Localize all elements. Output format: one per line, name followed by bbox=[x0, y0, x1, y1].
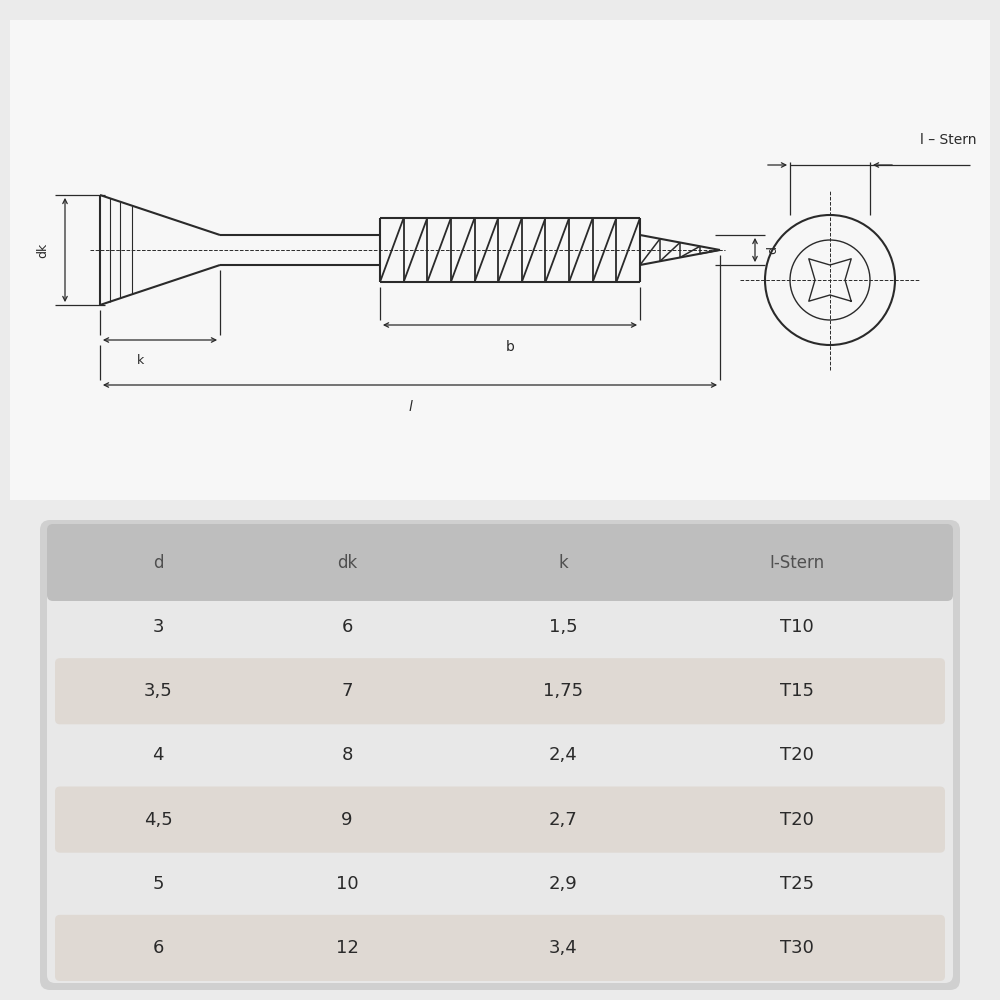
FancyBboxPatch shape bbox=[10, 20, 990, 500]
Text: T10: T10 bbox=[780, 618, 814, 636]
Text: T25: T25 bbox=[780, 875, 814, 893]
Text: T20: T20 bbox=[780, 746, 814, 764]
Text: dk: dk bbox=[337, 554, 357, 572]
Text: T20: T20 bbox=[780, 811, 814, 829]
Text: 3,5: 3,5 bbox=[144, 682, 172, 700]
Text: k: k bbox=[558, 554, 568, 572]
Text: 4,5: 4,5 bbox=[144, 811, 172, 829]
Text: 10: 10 bbox=[336, 875, 358, 893]
Text: 7: 7 bbox=[341, 682, 353, 700]
Text: 9: 9 bbox=[341, 811, 353, 829]
FancyBboxPatch shape bbox=[47, 524, 953, 601]
Text: 1,5: 1,5 bbox=[549, 618, 577, 636]
FancyBboxPatch shape bbox=[40, 520, 960, 990]
Text: 12: 12 bbox=[336, 939, 358, 957]
Text: 8: 8 bbox=[341, 746, 353, 764]
Text: b: b bbox=[506, 340, 514, 354]
Text: 1,75: 1,75 bbox=[543, 682, 583, 700]
Text: 4: 4 bbox=[152, 746, 164, 764]
Text: 2,9: 2,9 bbox=[549, 875, 577, 893]
FancyBboxPatch shape bbox=[47, 527, 953, 983]
Text: dk: dk bbox=[36, 242, 50, 258]
Text: T15: T15 bbox=[780, 682, 814, 700]
Text: 2,4: 2,4 bbox=[549, 746, 577, 764]
Text: 6: 6 bbox=[341, 618, 353, 636]
FancyBboxPatch shape bbox=[55, 658, 945, 724]
Text: 3,4: 3,4 bbox=[549, 939, 577, 957]
Text: d: d bbox=[153, 554, 163, 572]
Text: 3: 3 bbox=[152, 618, 164, 636]
Text: T30: T30 bbox=[780, 939, 814, 957]
FancyBboxPatch shape bbox=[55, 915, 945, 981]
Text: 2,7: 2,7 bbox=[549, 811, 577, 829]
Text: k: k bbox=[136, 354, 144, 366]
Text: l – Stern: l – Stern bbox=[920, 133, 976, 147]
FancyBboxPatch shape bbox=[55, 786, 945, 853]
Text: l: l bbox=[408, 400, 412, 414]
Text: d: d bbox=[767, 246, 780, 254]
Text: 5: 5 bbox=[152, 875, 164, 893]
Text: I-Stern: I-Stern bbox=[769, 554, 825, 572]
Text: 6: 6 bbox=[152, 939, 164, 957]
